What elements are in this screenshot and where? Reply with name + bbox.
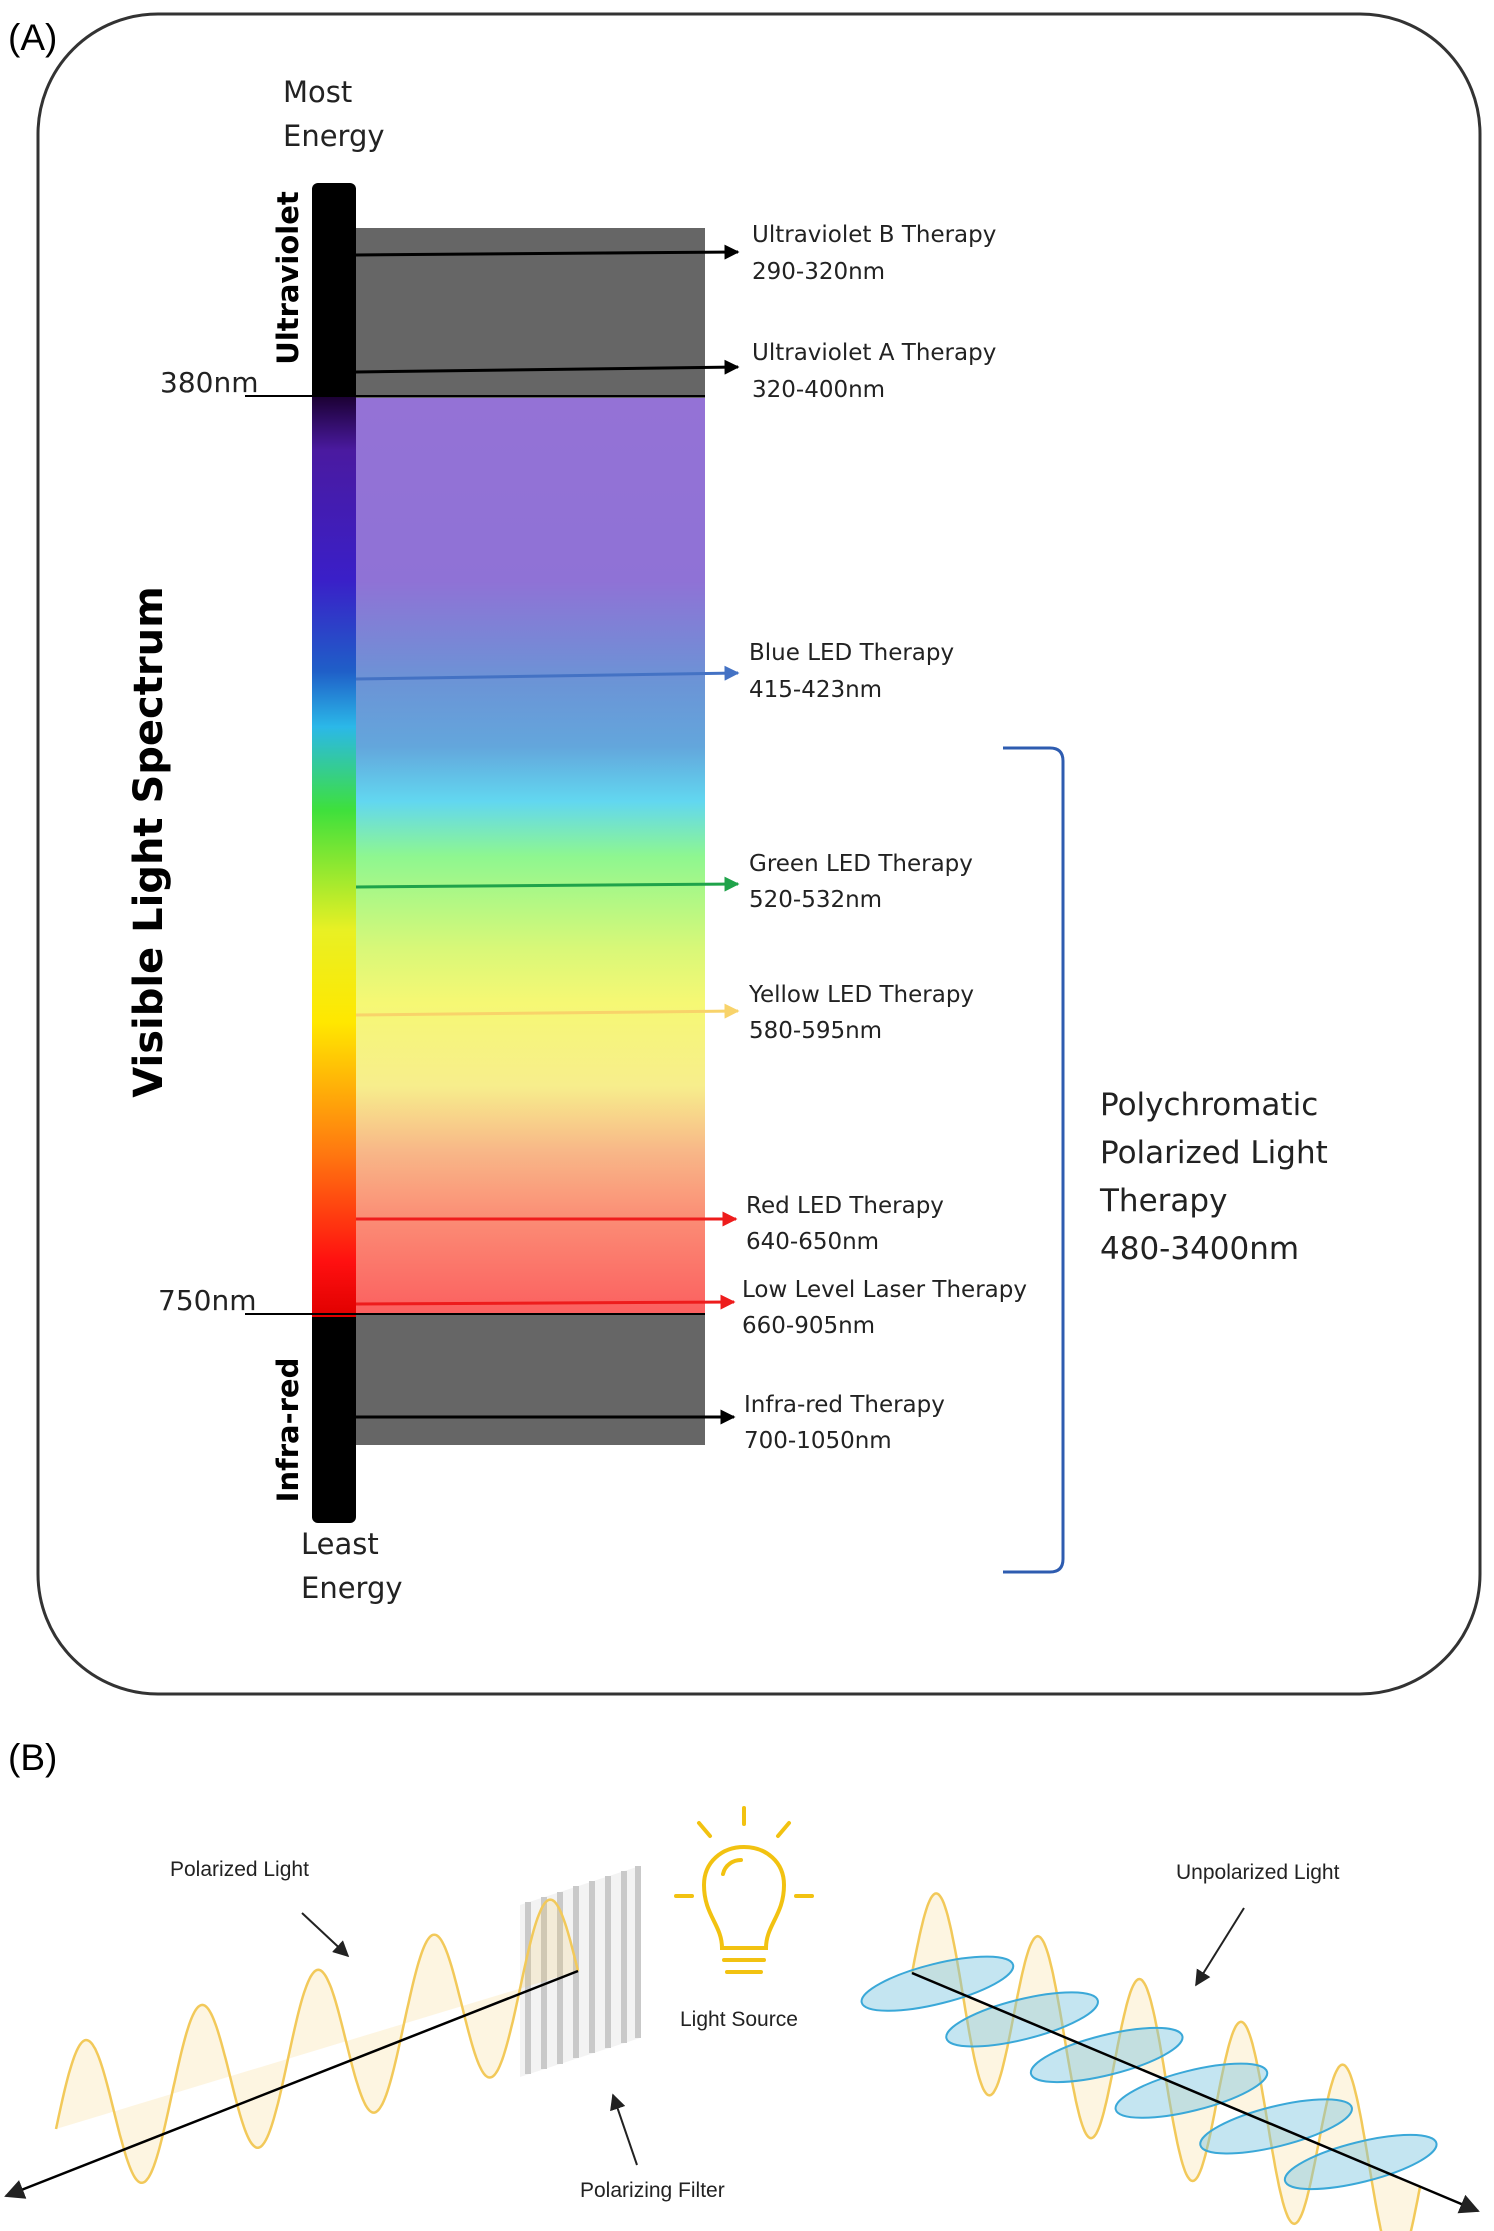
therapy-lllt-range: 660-905nm [742,1313,875,1339]
arrow-lllt [355,1294,736,1310]
therapy-infrared-name: Infra-red Therapy [744,1392,945,1418]
label-polarizing-filter: Polarizing Filter [580,2179,725,2202]
mark-380-label: 380nm [160,366,258,399]
infrared-label: Infra-red [271,1358,305,1503]
therapy-uva-name: Ultraviolet A Therapy [752,340,996,366]
therapy-yellow-name: Yellow LED Therapy [748,982,974,1008]
most-energy-line1: Most [283,75,352,109]
therapy-lllt-name: Low Level Laser Therapy [742,1277,1027,1303]
visible-region [355,398,705,1315]
polarized-axis [4,1969,579,2199]
polarized-wave [54,1898,580,2185]
therapy-yellow-range: 580-595nm [749,1018,882,1044]
least-energy-line2: Energy [301,1571,403,1605]
poly-line4: 480-3400nm [1100,1231,1299,1267]
arrow-uva [355,359,740,375]
polychromatic-bracket [1003,746,1065,1574]
unpolarized-axis [911,1971,1480,2214]
mark-750-label: 750nm [158,1284,256,1317]
therapy-uvb-name: Ultraviolet B Therapy [752,222,996,248]
pointer-filter [610,2093,638,2166]
therapy-blue-range: 415-423nm [749,677,882,703]
poly-line2: Polarized Light [1100,1135,1328,1171]
arrow-yellow [355,1003,740,1019]
therapy-uva-range: 320-400nm [752,377,885,403]
therapy-uvb-range: 290-320nm [752,259,885,285]
pointer-unpolarized [1195,1907,1245,1987]
most-energy-line2: Energy [283,119,385,153]
therapy-red-name: Red LED Therapy [746,1193,944,1219]
therapy-green-range: 520-532nm [749,887,882,913]
arrow-green [355,876,740,892]
poly-line3: Therapy [1099,1183,1227,1219]
panel-b-label: (B) [8,1737,57,1778]
panel-a-frame [36,12,1482,1696]
infrared-region [355,1315,705,1445]
therapy-infrared-range: 700-1050nm [744,1428,892,1454]
spectrum-bar-visible [312,395,356,1317]
visible-spectrum-label: Visible Light Spectrum [126,586,172,1098]
therapy-blue-name: Blue LED Therapy [749,640,954,666]
poly-line1: Polychromatic [1100,1087,1318,1123]
least-energy-line1: Least [301,1527,379,1561]
therapy-red-range: 640-650nm [746,1229,879,1255]
pointer-polarized [301,1912,350,1958]
light-bulb-icon [674,1806,814,1974]
ultraviolet-label: Ultraviolet [271,191,305,365]
therapy-green-name: Green LED Therapy [749,851,973,877]
arrow-uvb [355,244,740,260]
label-polarized-light: Polarized Light [170,1858,309,1881]
label-unpolarized-light: Unpolarized Light [1176,1861,1340,1884]
polarizing-filter [520,1866,641,2077]
arrow-blue [355,665,740,681]
panel-a-label: (A) [8,17,57,58]
label-light-source: Light Source [680,2008,798,2031]
